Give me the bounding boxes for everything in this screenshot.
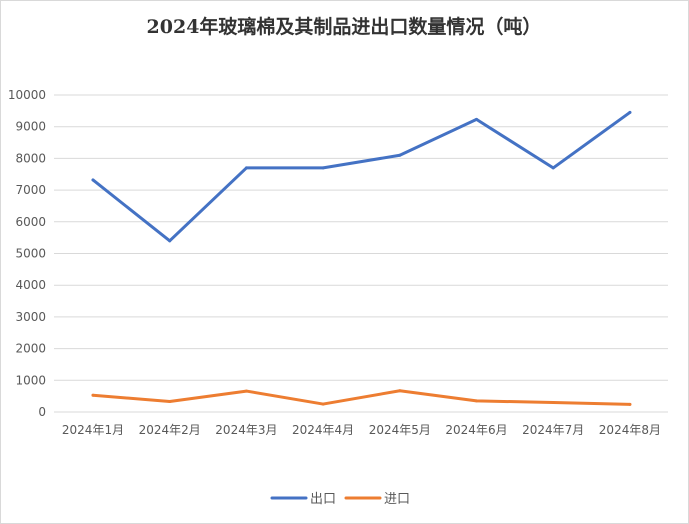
- y-tick-label: 6000: [15, 215, 46, 229]
- data-point: [398, 389, 402, 393]
- data-point: [551, 166, 555, 170]
- data-point: [91, 178, 95, 182]
- legend-entry: 进口: [344, 492, 410, 507]
- x-tick-label: 2024年6月: [445, 423, 507, 437]
- x-tick-label: 2024年5月: [369, 423, 431, 437]
- legend-label: 进口: [384, 492, 410, 507]
- x-tick-label: 2024年1月: [62, 423, 124, 437]
- data-point: [244, 166, 248, 170]
- data-point: [321, 402, 325, 406]
- y-tick-label: 8000: [15, 151, 46, 165]
- y-tick-label: 5000: [15, 247, 46, 261]
- y-tick-label: 3000: [15, 310, 46, 324]
- x-tick-label: 2024年2月: [139, 423, 201, 437]
- legend-entry: 出口: [270, 492, 336, 507]
- x-tick-label: 2024年8月: [599, 423, 661, 437]
- y-axis-tick-labels: 0 1000 2000 3000 4000 5000 6000 7000 8000 9000 100…: [8, 88, 46, 419]
- data-point: [91, 393, 95, 397]
- data-point: [551, 400, 555, 404]
- chart-title: 2024年玻璃棉及其制品进出口数量情况（吨）: [147, 15, 542, 38]
- series-line-export: [91, 110, 632, 243]
- x-tick-label: 2024年7月: [522, 423, 584, 437]
- data-point: [475, 117, 478, 121]
- x-tick-label: 2024年3月: [215, 423, 277, 437]
- x-axis-tick-labels: 2024年1月 2024年2月 2024年3月 2024年4月 2024年5月 2024年…: [62, 423, 661, 437]
- y-tick-label: 2000: [15, 342, 46, 356]
- data-point: [398, 153, 402, 157]
- legend: 出口 进口: [270, 492, 410, 507]
- data-point: [168, 400, 172, 404]
- y-tick-label: 7000: [15, 183, 46, 197]
- data-point: [168, 239, 172, 243]
- y-tick-label: 10000: [8, 88, 46, 102]
- x-tick-label: 2024年4月: [292, 423, 354, 437]
- y-tick-label: 0: [38, 405, 46, 419]
- data-point: [475, 399, 478, 403]
- data-point: [321, 166, 325, 170]
- y-tick-label: 4000: [15, 278, 46, 292]
- data-point: [628, 110, 632, 114]
- y-tick-label: 9000: [15, 120, 46, 134]
- data-point: [628, 402, 632, 406]
- series-lines: [91, 110, 632, 406]
- gridlines: [54, 94, 668, 413]
- series-line-import: [91, 389, 632, 406]
- legend-label: 出口: [310, 492, 336, 507]
- y-tick-label: 1000: [15, 373, 46, 387]
- data-point: [244, 389, 248, 393]
